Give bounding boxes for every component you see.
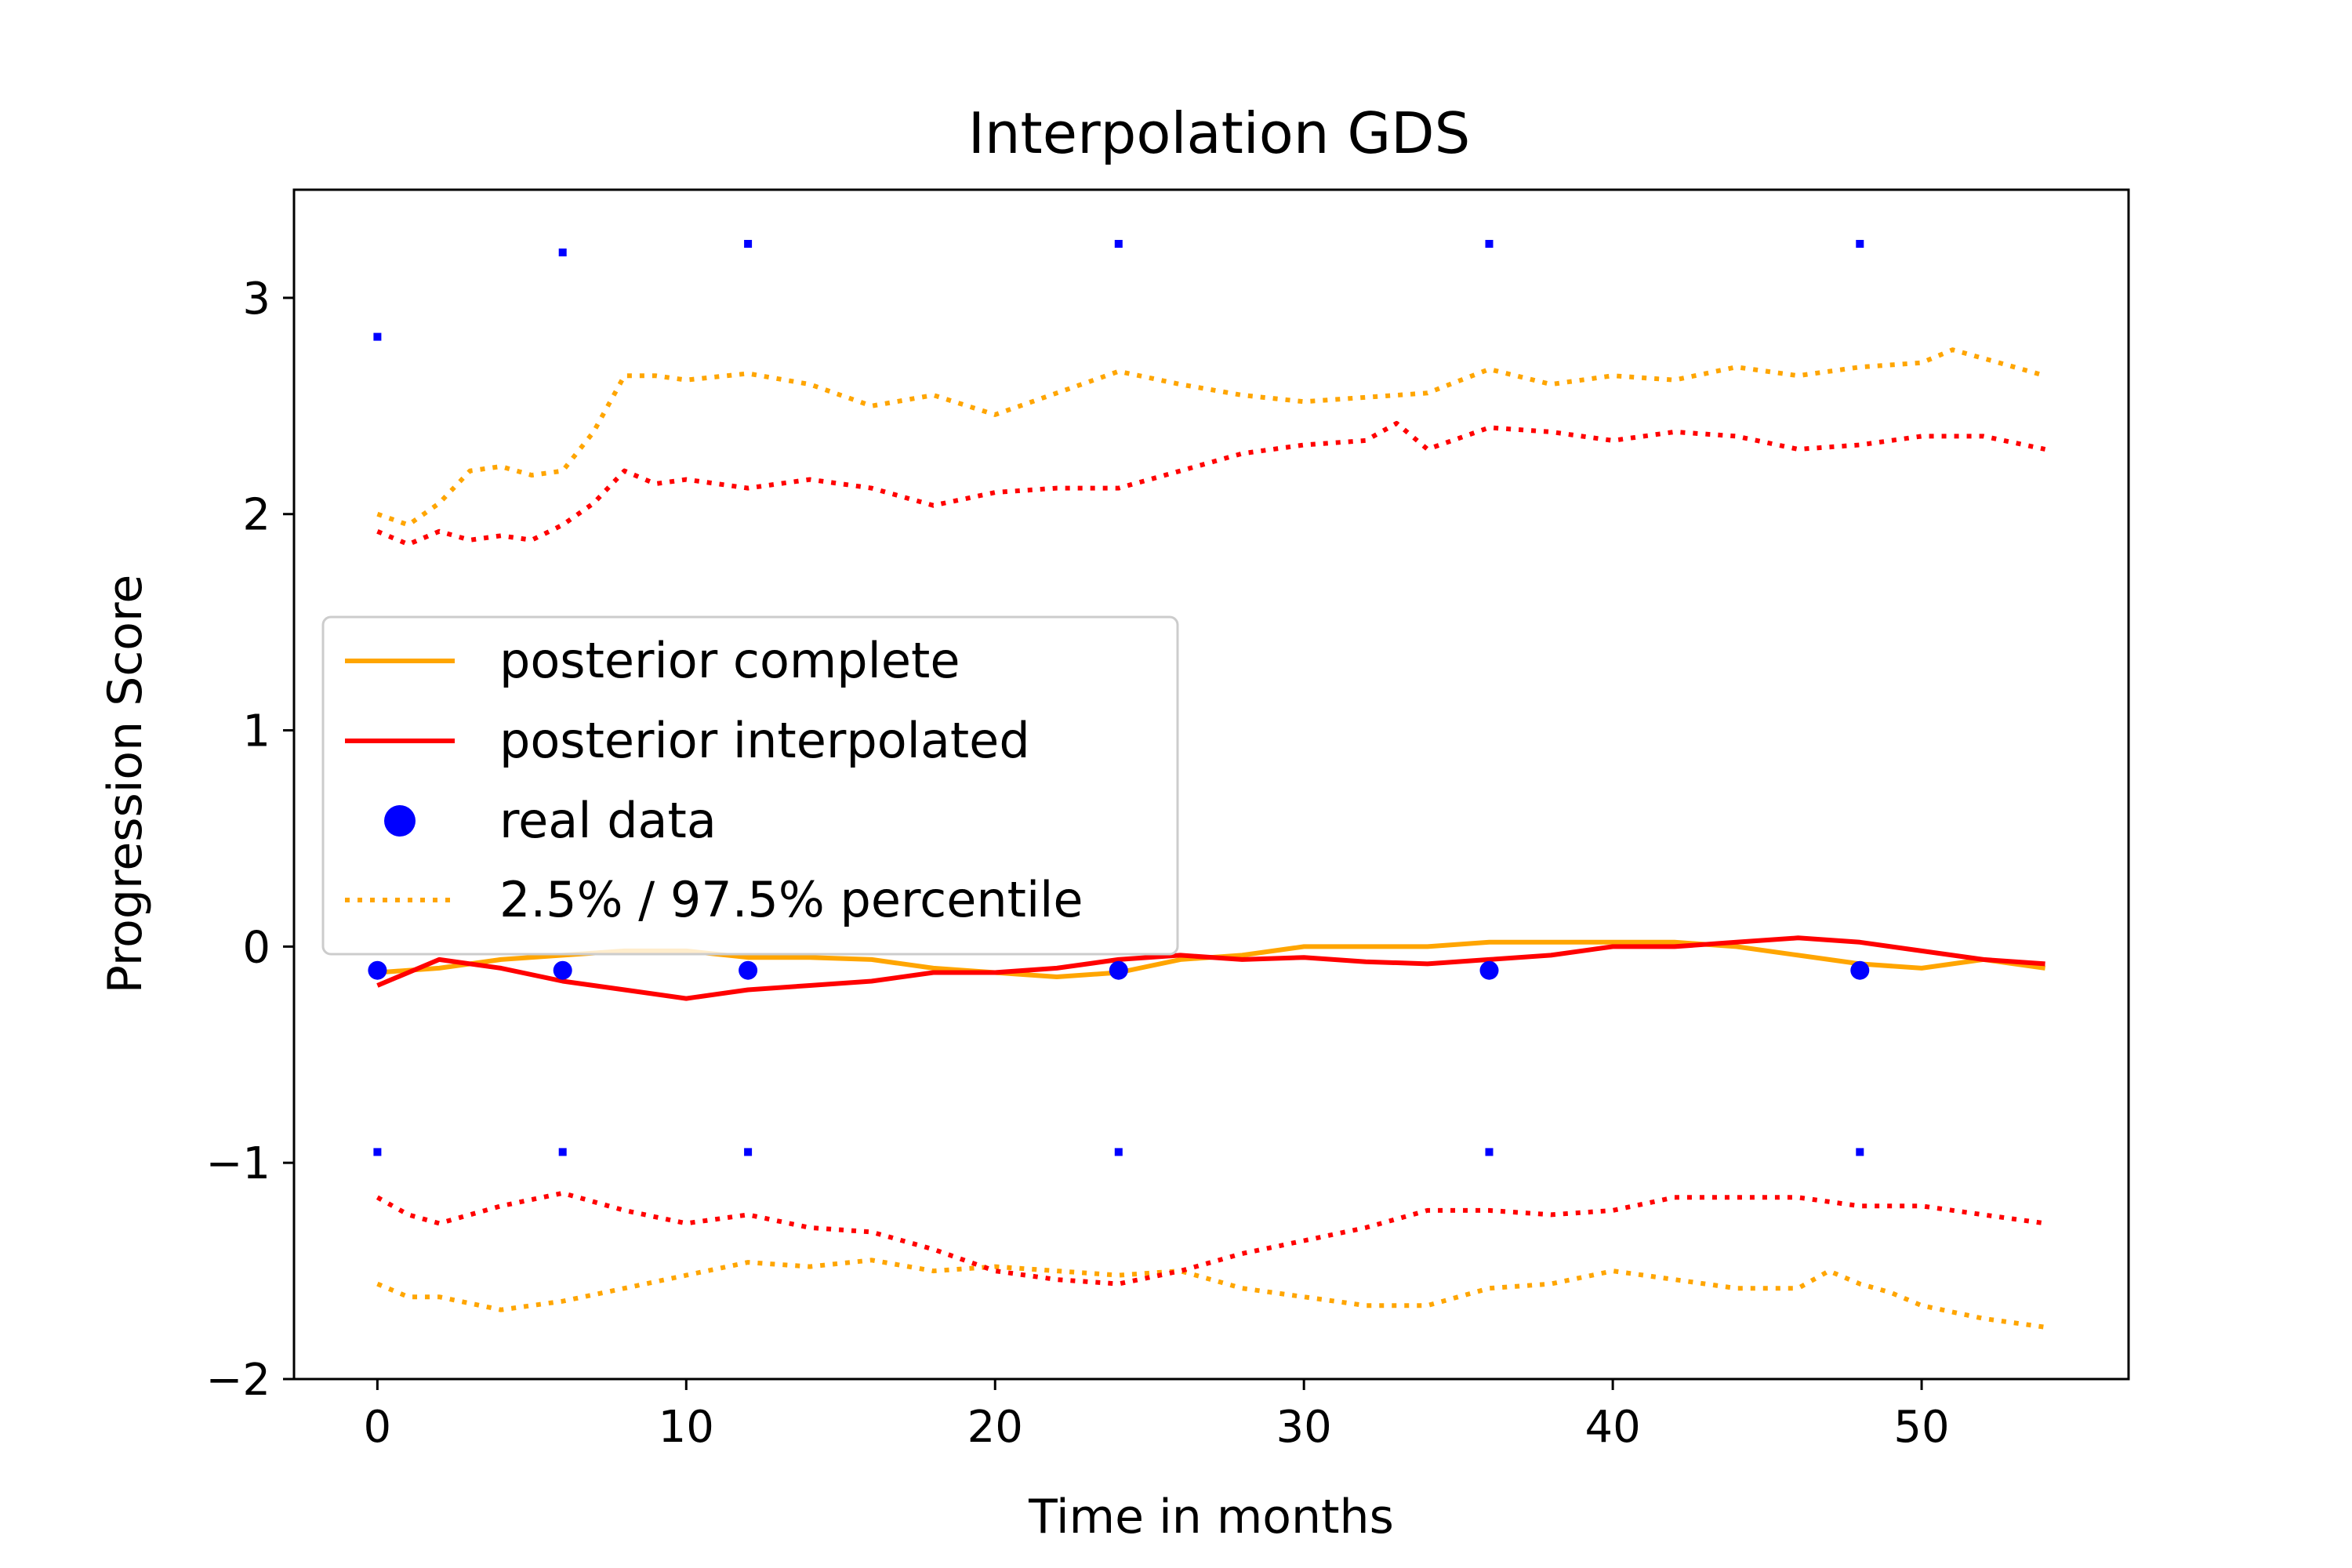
real-data-point [553, 960, 572, 980]
series-line-posterior-interpolated [376, 935, 2045, 1001]
upper-bound-marker [744, 240, 753, 248]
legend-label-real-data: real data [499, 792, 717, 849]
x-tick-label: 0 [364, 1402, 392, 1453]
x-tick-label: 50 [1893, 1402, 1949, 1453]
axis-ticks: 0 10 20 30 40 50 −2 −1 0 1 2 3 [205, 274, 1949, 1453]
upper-bound-marker [373, 332, 382, 341]
axes-frame [292, 188, 2130, 1381]
real-data-point [1479, 960, 1499, 980]
legend-label-posterior-interpolated: posterior interpolated [499, 712, 1030, 769]
y-tick-label: 0 [242, 922, 270, 973]
legend: posterior complete posterior interpolate… [321, 615, 1179, 956]
y-tick-label: 3 [242, 274, 270, 325]
y-tick-label: −2 [205, 1355, 270, 1406]
y-axis-label: Progression Score [98, 575, 153, 994]
x-axis-label: Time in months [1028, 1490, 1394, 1544]
upper-bound-marker [1485, 240, 1494, 248]
lower-bound-marker [558, 1148, 567, 1156]
real-data-point [1850, 960, 1870, 980]
x-tick-label: 10 [659, 1402, 714, 1453]
lower-bound-marker [744, 1148, 753, 1156]
lower-bound-marker [1485, 1148, 1494, 1156]
lower-bound-marker [373, 1148, 382, 1156]
upper-bound-marker [1114, 240, 1123, 248]
chart-title: Interpolation GDS [968, 100, 1471, 166]
series-line-posterior-complete-97-5 [376, 347, 2046, 528]
lower-bound-marker [1856, 1148, 1864, 1156]
series-line-posterior-interpolated-97-5 [376, 420, 2046, 547]
real-data-point [368, 960, 387, 980]
y-tick-label: 2 [242, 490, 270, 541]
real-data-point [739, 960, 758, 980]
legend-label-percentile: 2.5% / 97.5% percentile [499, 871, 1083, 928]
series-line-posterior-complete-2-5 [376, 1258, 2046, 1330]
legend-swatch-real-data [384, 805, 416, 837]
upper-bound-marker [558, 249, 567, 256]
series-line-posterior-interpolated-2-5 [376, 1190, 2046, 1287]
y-tick-label: 1 [242, 706, 270, 757]
upper-bound-marker [1856, 240, 1864, 248]
legend-label-posterior-complete: posterior complete [499, 632, 960, 689]
legend-box [321, 615, 1179, 956]
y-tick-label: −1 [205, 1138, 270, 1189]
lower-bound-marker [1114, 1148, 1123, 1156]
x-tick-label: 30 [1276, 1402, 1332, 1453]
x-tick-label: 20 [967, 1402, 1023, 1453]
real-data-point [1109, 960, 1128, 980]
x-tick-label: 40 [1584, 1402, 1640, 1453]
